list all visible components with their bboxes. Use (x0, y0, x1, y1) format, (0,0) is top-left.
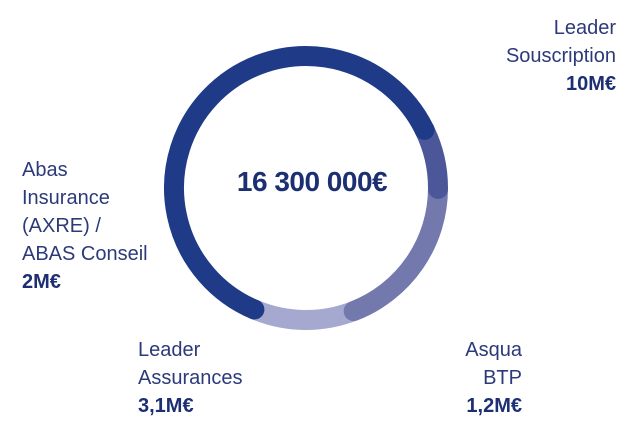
donut-slice-3 (244, 299, 364, 330)
slice-label-leader-souscription: Leader Souscription 10M€ (506, 14, 616, 98)
slice-name: Leader Assurances (138, 339, 243, 389)
donut-slice-2 (343, 178, 448, 322)
donut-slice-0 (164, 46, 435, 320)
slice-label-leader-assurances: Leader Assurances 3,1M€ (138, 336, 243, 420)
slice-name: Leader Souscription (505, 17, 616, 67)
donut-total-label: 16 300 000€ (236, 166, 388, 197)
slice-name: Asqua BTP (465, 339, 522, 389)
slice-name: Abas Insurance (AXRE) / ABAS Conseil (22, 159, 148, 265)
slice-value: 3,1M€ (138, 395, 194, 417)
slice-value: 10M€ (565, 73, 616, 95)
slice-value: 2M€ (22, 271, 61, 293)
slice-label-abas-insurance: Abas Insurance (AXRE) / ABAS Conseil 2M€ (22, 156, 148, 296)
slice-value: 1,2M€ (466, 395, 522, 417)
slice-label-asqua-btp: Asqua BTP 1,2M€ (465, 336, 522, 420)
